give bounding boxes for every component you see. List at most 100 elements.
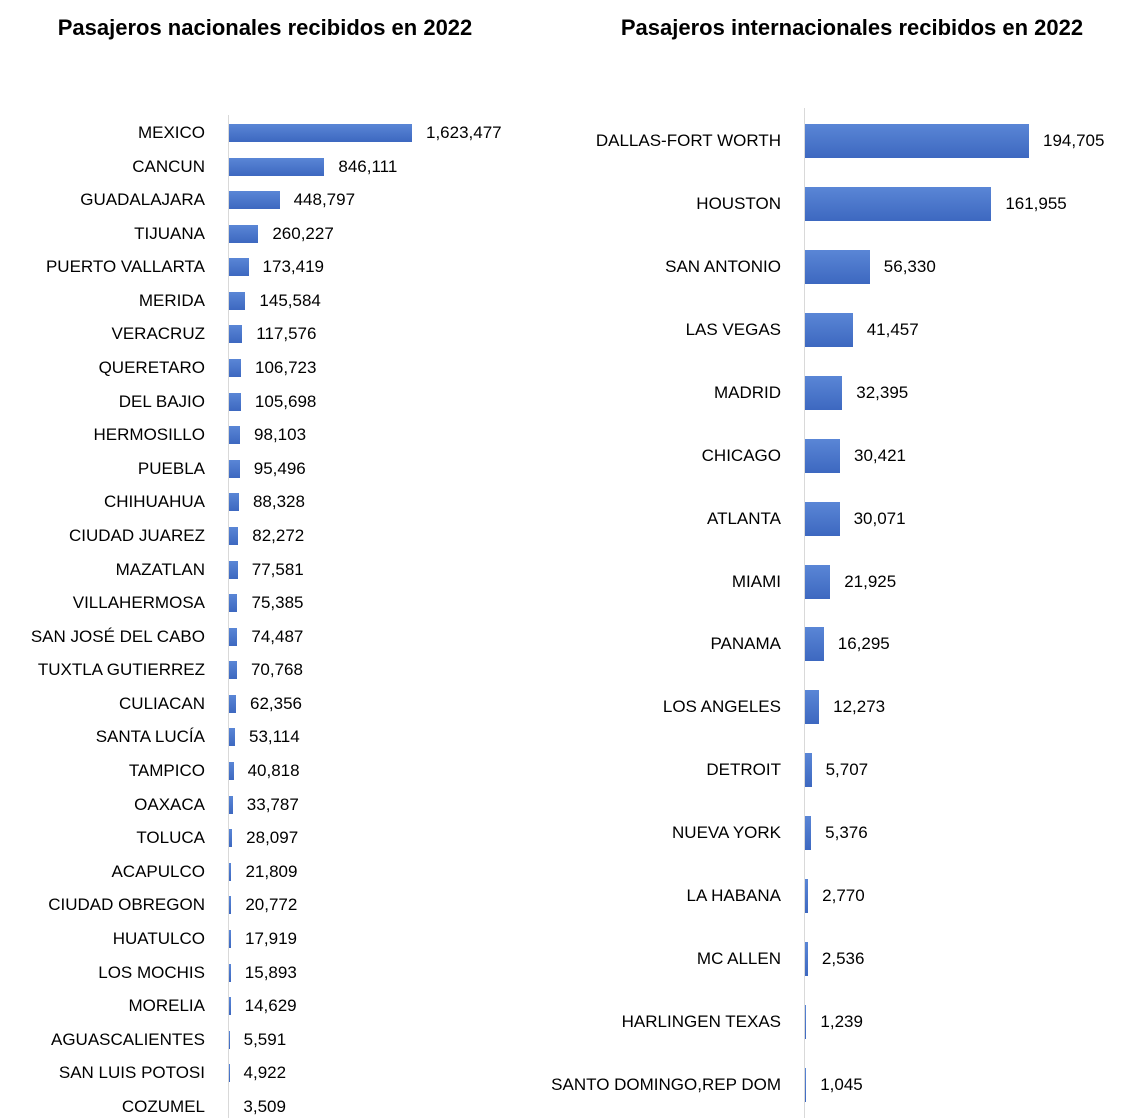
bar [805,627,824,662]
value-label: 14,629 [244,996,297,1016]
category-label: DEL BAJIO [118,391,205,411]
bar [229,526,239,545]
value-label: 70,768 [250,660,303,680]
bar [805,1005,807,1040]
category-label: SAN LUIS POTOSI [58,1063,205,1083]
bar [229,627,238,646]
category-label: SANTO DOMINGO,REP DOM [551,1074,781,1094]
bar [805,312,853,347]
category-label: SAN JOSÉ DEL CABO [30,626,205,646]
category-label: PUEBLA [137,458,205,478]
value-label: 74,487 [251,626,304,646]
axis-line [228,115,229,1118]
bar [229,359,242,378]
category-label: SAN ANTONIO [665,256,781,276]
bar [805,501,840,536]
category-label: MEXICO [137,123,205,142]
value-label: 98,103 [254,425,307,445]
bar [229,1030,230,1049]
bar [805,753,812,788]
bar [229,325,243,344]
value-label: 5,707 [825,760,869,780]
value-label: 82,272 [252,525,305,545]
value-label: 173,419 [262,257,324,277]
value-label: 260,227 [272,223,334,243]
category-label: ATLANTA [707,508,781,528]
category-label: TUXTLA GUTIERREZ [37,660,205,680]
category-label: HARLINGEN TEXAS [621,1012,781,1032]
category-label: DALLAS-FORT WORTH [595,131,781,150]
bar [229,560,238,579]
bar [229,661,237,680]
bar [229,862,232,881]
category-label: SANTA LUCÍA [95,727,205,747]
value-label: 106,723 [255,358,317,378]
bar [229,997,231,1016]
value-label: 53,114 [248,727,300,747]
bar [229,795,233,814]
value-label: 161,955 [1005,193,1067,213]
bar [229,929,232,948]
category-label: COZUMEL [121,1096,205,1116]
value-label: 62,356 [250,693,303,713]
category-label: TIJUANA [134,223,205,243]
value-label: 28,097 [246,828,299,848]
bar [805,124,1029,158]
bar [229,829,233,848]
value-label: 194,705 [1043,131,1105,150]
category-label: MORELIA [128,996,205,1016]
category-label: TOLUCA [136,828,205,848]
value-label: 75,385 [251,593,304,613]
value-label: 846,111 [338,156,398,176]
category-label: LA HABANA [686,886,782,906]
bar [805,1067,807,1102]
bar [229,963,231,982]
category-label: HOUSTON [696,193,781,213]
value-label: 30,421 [853,445,906,465]
value-label: 1,623,477 [426,123,502,142]
value-label: 33,787 [246,794,299,814]
bar [229,191,280,210]
bar [229,694,237,713]
category-label: PANAMA [710,634,781,654]
value-label: 145,584 [259,290,321,310]
bar [229,493,239,512]
category-label: CULIACAN [119,693,205,713]
value-label: 32,395 [856,382,909,402]
value-label: 21,809 [245,861,298,881]
category-label: LAS VEGAS [685,319,781,339]
category-label: TAMPICO [128,761,205,781]
value-label: 40,818 [247,761,300,781]
value-label: 56,330 [883,256,936,276]
value-label: 5,591 [243,1029,287,1049]
axis-line [804,108,805,1118]
value-label: 30,071 [853,508,906,528]
bar [805,438,840,473]
category-label: LOS MOCHIS [98,962,205,982]
category-label: DETROIT [706,760,781,780]
value-label: 448,797 [293,190,356,210]
bar [805,942,808,977]
value-label: 117,576 [256,324,317,344]
value-label: 5,376 [825,823,868,843]
value-label: 16,295 [837,634,890,654]
category-label: MIAMI [731,571,781,591]
category-label: CIUDAD OBREGON [48,895,205,915]
bar [229,896,232,915]
category-label: LOS ANGELES [662,697,781,717]
category-label: HERMOSILLO [93,425,205,445]
bar [229,258,249,277]
category-label: VILLAHERMOSA [72,593,205,613]
category-label: CIUDAD JUAREZ [68,525,205,545]
category-label: MAZATLAN [115,559,205,579]
bar [805,879,809,914]
category-label: CHIHUAHUA [103,492,205,512]
category-label: CHICAGO [701,445,781,465]
bar [805,564,831,599]
value-label: 4,922 [243,1063,287,1083]
bar [229,762,234,781]
category-label: MADRID [713,382,781,402]
category-label: QUERETARO [98,358,205,378]
bar [229,124,412,142]
